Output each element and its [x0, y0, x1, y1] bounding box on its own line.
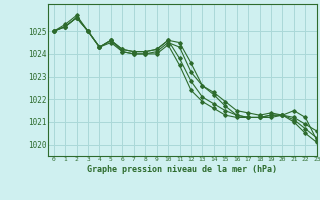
X-axis label: Graphe pression niveau de la mer (hPa): Graphe pression niveau de la mer (hPa): [87, 165, 277, 174]
